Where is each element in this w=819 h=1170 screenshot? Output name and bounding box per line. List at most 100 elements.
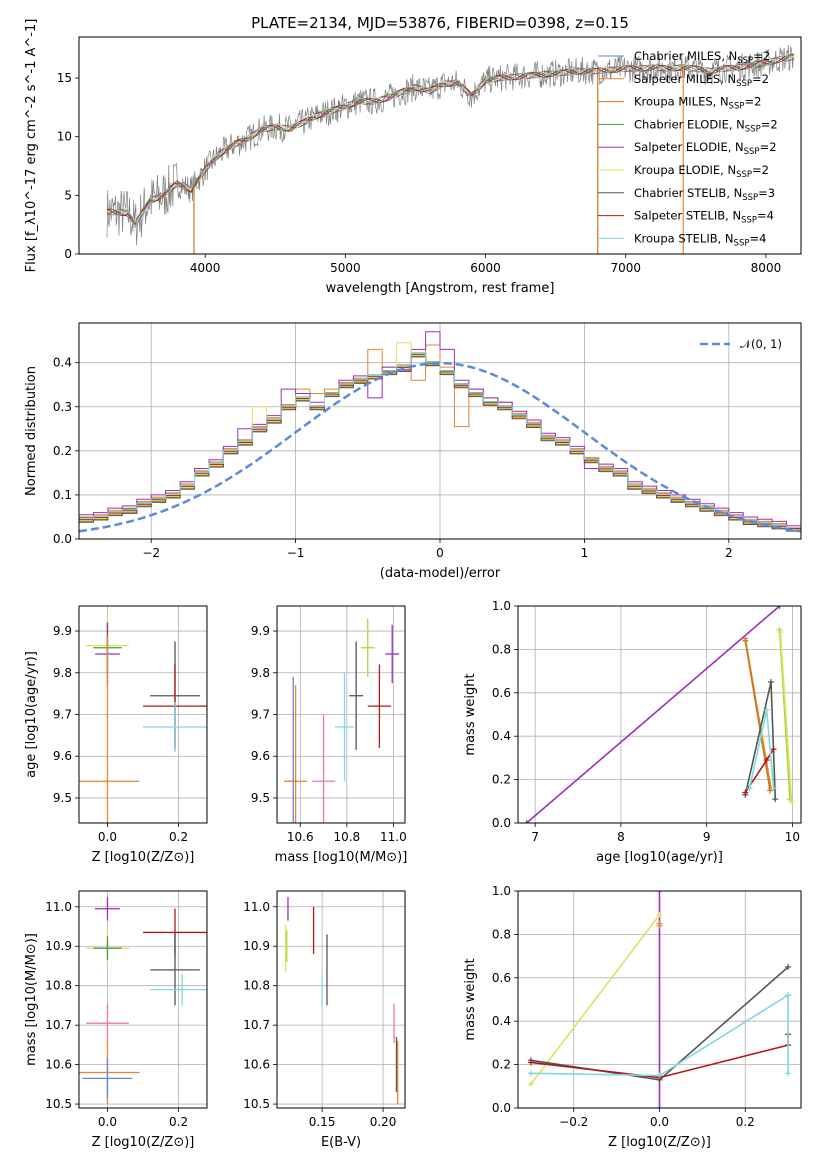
x-tick-label: 0.15 — [309, 1115, 336, 1129]
y-tick-label: 10.5 — [243, 1097, 270, 1111]
y-tick-label: 9.5 — [53, 791, 72, 805]
y-axis-label: mass weight — [463, 958, 478, 1040]
x-axis-label: mass [log10(M/M⊙)] — [275, 850, 408, 865]
x-tick-label: 10.8 — [333, 830, 360, 844]
y-tick-label: 10.9 — [243, 939, 270, 953]
panel-spectrum: 4000 5000 6000 7000 8000 0 5 10 15 wavelength [An… — [24, 19, 802, 296]
panel-mass-vs-Z: 0.0 0.2 10.5 10.6 10.7 10.8 10.9 11.0 Z [log10(Z… — [24, 890, 208, 1150]
model-line — [106, 54, 795, 223]
y-tick-label: 0 — [64, 247, 72, 261]
x-tick-label: 0.0 — [650, 1115, 669, 1129]
x-tick-label: 7000 — [610, 261, 641, 275]
y-axis-label: Flux [f_λ10^-17 erg cm^-2 s^-1 A^-1] — [24, 19, 39, 273]
plot-area — [79, 616, 207, 823]
plot-area — [284, 896, 399, 1105]
mass-weight-line — [744, 640, 771, 791]
x-tick-label: −1 — [287, 546, 305, 560]
x-axis-label: (data-model)/error — [380, 566, 501, 581]
x-tick-label: 11.0 — [380, 830, 407, 844]
x-tick-label: 6000 — [470, 261, 501, 275]
x-axis-label: Z [log10(Z/Z⊙)] — [608, 1135, 711, 1150]
y-tick-label: 9.8 — [251, 666, 270, 680]
y-tick-label: 0.4 — [492, 1014, 511, 1028]
y-tick-label: 1.0 — [492, 884, 511, 898]
y-tick-label: 0.4 — [492, 729, 511, 743]
x-axis-label: Z [log10(Z/Z⊙)] — [92, 850, 195, 865]
y-tick-label: 0.6 — [492, 971, 511, 985]
model-line — [106, 55, 795, 223]
y-tick-label: 10.5 — [45, 1097, 72, 1111]
x-tick-label: 0.2 — [169, 830, 188, 844]
x-tick-label: 4000 — [190, 261, 221, 275]
x-tick-label: 8 — [617, 830, 625, 844]
y-tick-label: 9.7 — [53, 708, 72, 722]
axes-frame — [78, 36, 802, 255]
y-tick-label: 0.3 — [53, 400, 72, 414]
x-tick-label: −2 — [142, 546, 160, 560]
plot-area — [523, 606, 795, 823]
y-tick-label: 1.0 — [492, 599, 511, 613]
x-tick-label: 0.0 — [98, 830, 117, 844]
y-tick-label: 0.0 — [492, 816, 511, 830]
y-tick-label: 9.8 — [53, 666, 72, 680]
y-tick-label: 9.7 — [251, 708, 270, 722]
y-axis-label: mass weight — [463, 673, 478, 755]
x-tick-label: 10 — [785, 830, 800, 844]
legend-label: Chabrier ELODIE, NSSP=2 — [634, 117, 778, 134]
legend-label: Chabrier MILES, NSSP=2 — [634, 49, 770, 66]
y-tick-label: 0.0 — [53, 532, 72, 546]
y-tick-label: 0.2 — [492, 1058, 511, 1072]
histogram-step-line — [79, 352, 801, 531]
y-tick-label: 9.6 — [251, 749, 270, 763]
axes-frame — [78, 605, 208, 824]
panel-mass-weight-vs-age: 7 8 9 10 0.0 0.2 0.4 0.6 0.8 1.0 age [log10(age/yr… — [463, 599, 802, 865]
axes-frame — [78, 322, 802, 540]
y-tick-label: 10.8 — [243, 979, 270, 993]
axes-frame — [78, 890, 208, 1109]
mass-weight-line — [530, 914, 661, 1085]
x-tick-label: −0.2 — [559, 1115, 588, 1129]
x-tick-label: 10.6 — [287, 830, 314, 844]
y-tick-label: 0.6 — [492, 686, 511, 700]
y-tick-label: 10.9 — [45, 939, 72, 953]
gaussian-curve — [79, 361, 801, 533]
panel-mass-vs-EBV: 0.15 0.20 10.5 10.6 10.7 10.8 10.9 11.0 E(B-V) — [243, 890, 406, 1150]
panel-mass-weight-vs-Z: −0.2 0.0 0.2 0.0 0.2 0.4 0.6 0.8 1.0 Z [log10(Z/Z… — [463, 884, 802, 1150]
plot-area — [527, 891, 792, 1108]
x-axis-label: Z [log10(Z/Z⊙)] — [92, 1135, 195, 1150]
legend-label: Kroupa MILES, NSSP=2 — [634, 95, 761, 112]
legend-label: Salpeter MILES, NSSP=2 — [634, 72, 769, 89]
axes-frame — [517, 890, 802, 1109]
y-axis-label: mass [log10(M/M⊙)] — [24, 933, 39, 1066]
histogram-step-line — [79, 344, 801, 529]
y-tick-label: 15 — [57, 71, 72, 85]
mass-weight-line — [778, 629, 791, 800]
y-tick-label: 0.1 — [53, 488, 72, 502]
legend-label: Kroupa ELODIE, NSSP=2 — [634, 163, 769, 180]
y-axis-label: age [log10(age/yr)] — [24, 651, 39, 778]
y-tick-label: 10.6 — [243, 1058, 270, 1072]
x-axis-label: E(B-V) — [321, 1135, 361, 1150]
y-tick-label: 5 — [64, 188, 72, 202]
panel-age-vs-mass: 10.6 10.8 11.0 9.5 9.6 9.7 9.8 9.9 mass [log10(M… — [251, 605, 408, 865]
y-tick-label: 10.7 — [45, 1018, 72, 1032]
y-tick-label: 0.0 — [492, 1101, 511, 1115]
x-axis-label: wavelength [Angstrom, rest frame] — [326, 281, 555, 296]
legend-label: Salpeter STELIB, NSSP=4 — [634, 209, 774, 226]
gridlines — [277, 606, 405, 823]
gridlines — [277, 891, 405, 1108]
x-tick-label: 0.2 — [736, 1115, 755, 1129]
y-tick-label: 10.6 — [45, 1058, 72, 1072]
axes-frame — [517, 605, 802, 824]
y-tick-label: 11.0 — [243, 900, 270, 914]
mass-weight-line — [779, 631, 793, 802]
axes-frame — [276, 890, 406, 1109]
y-tick-label: 9.5 — [251, 791, 270, 805]
y-tick-label: 10 — [57, 130, 72, 144]
panel-age-vs-Z: 0.0 0.2 9.5 9.6 9.7 9.8 9.9 Z [log10(Z/Z⊙)] age … — [24, 605, 208, 865]
y-tick-label: 0.8 — [492, 927, 511, 941]
x-tick-label: 7 — [531, 830, 539, 844]
